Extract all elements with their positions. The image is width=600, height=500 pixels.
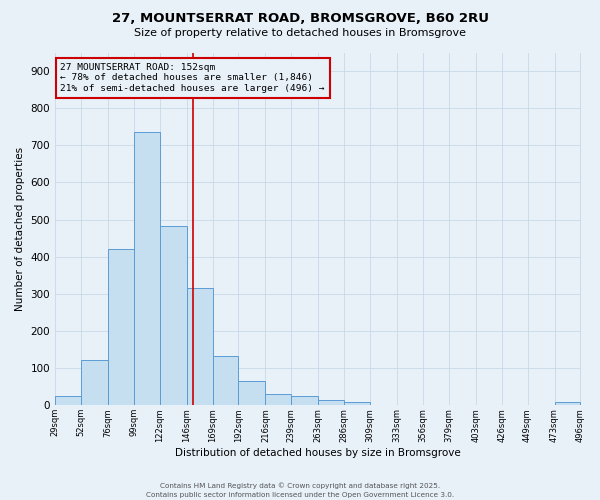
Bar [108, 248, 134, 405]
Bar [134, 132, 160, 405]
Bar [292, 396, 319, 405]
Bar [344, 402, 370, 405]
Bar [81, 360, 108, 405]
X-axis label: Distribution of detached houses by size in Bromsgrove: Distribution of detached houses by size … [175, 448, 461, 458]
Text: Contains HM Land Registry data © Crown copyright and database right 2025.: Contains HM Land Registry data © Crown c… [160, 482, 440, 489]
Text: 27 MOUNTSERRAT ROAD: 152sqm
← 78% of detached houses are smaller (1,846)
21% of : 27 MOUNTSERRAT ROAD: 152sqm ← 78% of det… [60, 63, 325, 93]
Bar [319, 400, 344, 405]
Text: Contains public sector information licensed under the Open Government Licence 3.: Contains public sector information licen… [146, 492, 454, 498]
Text: 27, MOUNTSERRAT ROAD, BROMSGROVE, B60 2RU: 27, MOUNTSERRAT ROAD, BROMSGROVE, B60 2R… [112, 12, 488, 26]
Bar [212, 356, 238, 405]
Bar [55, 396, 81, 405]
Text: Size of property relative to detached houses in Bromsgrove: Size of property relative to detached ho… [134, 28, 466, 38]
Bar [554, 402, 580, 405]
Bar [187, 288, 212, 405]
Bar [160, 226, 187, 405]
Y-axis label: Number of detached properties: Number of detached properties [15, 147, 25, 311]
Bar [265, 394, 292, 405]
Bar [238, 381, 265, 405]
